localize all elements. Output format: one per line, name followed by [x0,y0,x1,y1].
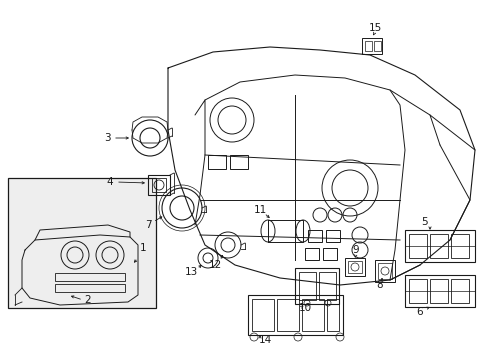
Bar [294,268,338,304]
Bar [404,275,474,307]
Bar [373,41,380,51]
Bar [429,234,447,258]
Bar [267,220,303,242]
Bar [251,299,273,331]
Bar [276,299,298,331]
Bar [404,230,474,262]
Text: 8: 8 [376,280,383,290]
Text: 15: 15 [367,23,381,33]
Bar [148,175,170,195]
Text: 11: 11 [253,205,266,215]
Bar [305,248,318,260]
Bar [55,273,125,281]
Text: 2: 2 [84,295,91,305]
Bar [207,155,225,169]
Text: 1: 1 [140,243,146,253]
Bar [345,258,364,276]
Bar [408,234,426,258]
Bar [302,299,324,331]
Bar [318,272,335,300]
Bar [325,230,339,242]
Bar [374,260,394,282]
Bar [307,230,321,242]
Text: 5: 5 [421,217,427,227]
Bar [450,234,468,258]
Bar [408,279,426,303]
Bar [152,178,165,192]
Bar [8,178,156,308]
Text: 4: 4 [106,177,113,187]
Text: 14: 14 [258,335,271,345]
Bar [347,261,361,273]
Bar [361,38,381,54]
Bar [364,41,371,51]
Text: 7: 7 [144,220,151,230]
Bar [247,295,342,335]
Text: 10: 10 [298,303,311,313]
Text: 12: 12 [208,260,221,270]
Bar [298,272,315,300]
Bar [450,279,468,303]
Text: 6: 6 [416,307,423,317]
Text: 9: 9 [352,245,359,255]
Bar [429,279,447,303]
Bar [229,155,247,169]
Text: 3: 3 [103,133,110,143]
Bar [377,263,391,279]
Bar [55,284,125,292]
Text: 13: 13 [184,267,197,277]
Bar [326,299,338,331]
Bar [323,248,336,260]
